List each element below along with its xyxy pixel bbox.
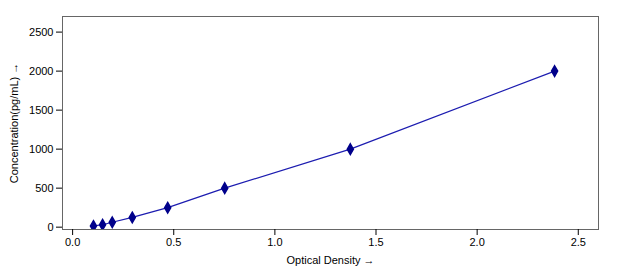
svg-text:Concentration(pg/mL) →: Concentration(pg/mL) → bbox=[8, 63, 20, 183]
svg-text:0.5: 0.5 bbox=[166, 236, 181, 248]
svg-text:2500: 2500 bbox=[29, 26, 53, 38]
svg-text:1000: 1000 bbox=[29, 143, 53, 155]
svg-text:Optical Density →: Optical Density → bbox=[286, 254, 374, 266]
svg-text:1.5: 1.5 bbox=[368, 236, 383, 248]
svg-text:2.5: 2.5 bbox=[571, 236, 586, 248]
svg-text:0: 0 bbox=[47, 221, 53, 233]
svg-text:2000: 2000 bbox=[29, 65, 53, 77]
svg-text:1500: 1500 bbox=[29, 104, 53, 116]
svg-text:0.0: 0.0 bbox=[65, 236, 80, 248]
svg-text:1.0: 1.0 bbox=[267, 236, 282, 248]
svg-text:2.0: 2.0 bbox=[469, 236, 484, 248]
svg-text:500: 500 bbox=[35, 182, 53, 194]
